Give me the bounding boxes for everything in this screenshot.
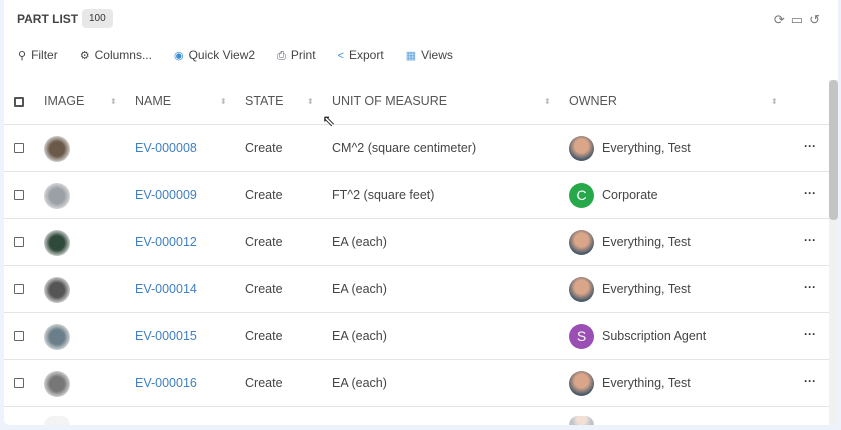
owner-cell: Everything, Test: [602, 235, 691, 249]
more-actions-icon[interactable]: ···: [804, 280, 816, 294]
gear-icon: ⚙: [79, 50, 90, 62]
refresh-icon[interactable]: ⟳: [773, 12, 785, 27]
uom-cell: FT^2 (square feet): [332, 188, 435, 202]
state-cell: Create: [245, 141, 283, 155]
grid-icon: ▦: [405, 50, 417, 62]
page-title: PART LIST: [17, 12, 79, 26]
avatar: [569, 230, 594, 255]
eye-icon: ◉: [173, 50, 184, 62]
sort-icon[interactable]: ⬍: [220, 97, 227, 106]
sort-icon[interactable]: ⬍: [771, 97, 778, 106]
column-uom[interactable]: UNIT OF MEASURE: [332, 94, 448, 108]
part-thumbnail: [44, 416, 70, 425]
more-actions-icon[interactable]: ···: [804, 186, 816, 200]
uom-cell: CM^2 (square centimeter): [332, 141, 477, 155]
scrollbar-track[interactable]: [829, 80, 838, 425]
more-actions-icon[interactable]: ···: [804, 139, 816, 153]
part-thumbnail: [44, 324, 70, 350]
table-row[interactable]: EV-000016 Create EA (each) Everything, T…: [4, 360, 829, 407]
part-thumbnail: [44, 230, 70, 256]
row-checkbox[interactable]: [14, 190, 24, 200]
mouse-cursor-icon: ⇖: [322, 113, 336, 130]
scrollbar-thumb[interactable]: [829, 80, 838, 220]
sort-icon[interactable]: ⬍: [544, 97, 551, 106]
row-checkbox[interactable]: [14, 284, 24, 294]
toolbar: ⚲ Filter ⚙ Columns... ◉ Quick View2 ⎙ Print …: [18, 48, 453, 63]
select-all-checkbox[interactable]: [14, 97, 24, 107]
avatar: [569, 416, 594, 425]
uom-cell: EA (each): [332, 329, 387, 343]
share-icon: <: [337, 50, 344, 62]
column-state[interactable]: STATE: [245, 94, 284, 108]
owner-cell: Everything, Test: [602, 282, 691, 296]
state-cell: Create: [245, 235, 283, 249]
column-owner[interactable]: OWNER: [569, 94, 617, 108]
part-name-link[interactable]: EV-000009: [135, 188, 197, 202]
table-row-partial[interactable]: [4, 407, 829, 425]
more-actions-icon[interactable]: ···: [804, 374, 816, 388]
more-actions-icon[interactable]: ···: [804, 327, 816, 341]
state-cell: Create: [245, 188, 283, 202]
part-name-link[interactable]: EV-000014: [135, 282, 197, 296]
owner-cell: Subscription Agent: [602, 329, 707, 343]
avatar: [569, 277, 594, 302]
row-checkbox[interactable]: [14, 331, 24, 341]
filter-button[interactable]: ⚲ Filter: [18, 48, 58, 62]
part-thumbnail: [44, 136, 70, 162]
part-name-link[interactable]: EV-000016: [135, 376, 197, 390]
maximize-icon[interactable]: ▭: [790, 12, 804, 27]
undo-icon[interactable]: ↺: [809, 12, 820, 27]
table-row[interactable]: EV-000015 Create EA (each) S Subscriptio…: [4, 313, 829, 360]
table-row[interactable]: EV-000014 Create EA (each) Everything, T…: [4, 266, 829, 313]
table-row[interactable]: EV-000009 Create FT^2 (square feet) C Co…: [4, 172, 829, 219]
part-name-link[interactable]: EV-000015: [135, 329, 197, 343]
table-header: IMAGE ⬍ NAME ⬍ STATE ⬍ UNIT OF MEASURE ⬍ OWN…: [4, 88, 829, 125]
search-icon: ⚲: [18, 50, 27, 62]
count-badge: 100: [82, 9, 113, 28]
owner-cell: Everything, Test: [602, 376, 691, 390]
export-button[interactable]: < Export: [337, 48, 384, 62]
more-actions-icon[interactable]: ···: [804, 233, 816, 247]
sort-icon[interactable]: ⬍: [307, 97, 314, 106]
table-row[interactable]: EV-000012 Create EA (each) Everything, T…: [4, 219, 829, 266]
avatar: S: [569, 324, 594, 349]
row-checkbox[interactable]: [14, 237, 24, 247]
columns-button[interactable]: ⚙ Columns...: [79, 48, 152, 62]
uom-cell: EA (each): [332, 376, 387, 390]
quick-view-button[interactable]: ◉ Quick View2: [173, 48, 256, 62]
part-thumbnail: [44, 183, 70, 209]
print-icon: ⎙: [277, 50, 286, 62]
views-button[interactable]: ▦ Views: [405, 48, 453, 62]
part-name-link[interactable]: EV-000012: [135, 235, 197, 249]
state-cell: Create: [245, 329, 283, 343]
avatar: [569, 371, 594, 396]
part-thumbnail: [44, 277, 70, 303]
table-row[interactable]: EV-000008 Create CM^2 (square centimeter…: [4, 125, 829, 172]
column-name[interactable]: NAME: [135, 94, 172, 108]
print-button[interactable]: ⎙ Print: [277, 48, 316, 62]
state-cell: Create: [245, 376, 283, 390]
uom-cell: EA (each): [332, 282, 387, 296]
part-name-link[interactable]: EV-000008: [135, 141, 197, 155]
row-checkbox[interactable]: [14, 143, 24, 153]
avatar: [569, 136, 594, 161]
uom-cell: EA (each): [332, 235, 387, 249]
row-checkbox[interactable]: [14, 378, 24, 388]
part-thumbnail: [44, 371, 70, 397]
state-cell: Create: [245, 282, 283, 296]
avatar: C: [569, 183, 594, 208]
owner-cell: Everything, Test: [602, 141, 691, 155]
column-image[interactable]: IMAGE: [44, 94, 85, 108]
sort-icon[interactable]: ⬍: [110, 97, 117, 106]
owner-cell: Corporate: [602, 188, 658, 202]
part-list-panel: PART LIST 100 ⟳ ▭ ↺ ⚲ Filter ⚙ Columns... …: [4, 0, 838, 425]
